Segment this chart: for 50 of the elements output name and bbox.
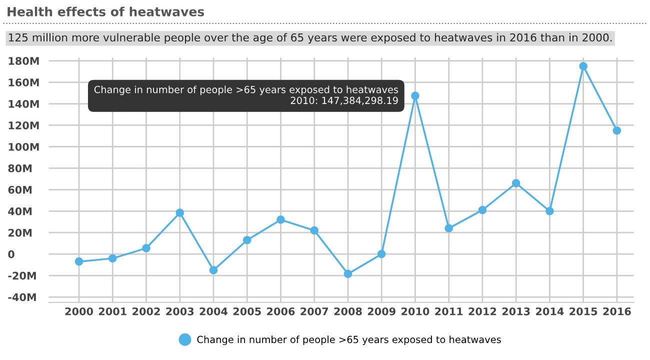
x-tick-label: 2003	[166, 307, 194, 316]
point	[546, 206, 554, 216]
point	[612, 126, 622, 135]
point	[209, 266, 218, 274]
x-tick-label: 2000	[65, 307, 94, 316]
point	[176, 208, 184, 217]
point	[478, 206, 487, 214]
x-tick-label: 2009	[368, 307, 396, 316]
y-tick-label: 80M	[8, 164, 32, 172]
point	[242, 236, 252, 244]
y-tick-label: 140M	[8, 100, 39, 108]
x-tick-label: 2011	[435, 307, 463, 316]
legend-label: Change in number of people >65 years exposed to heatwaves	[197, 336, 501, 346]
x-tick-label: 2005	[233, 307, 261, 316]
x-tick-label: 2004	[200, 307, 228, 316]
point	[377, 250, 386, 258]
y-tick-label: 20M	[8, 228, 32, 237]
point	[142, 244, 150, 252]
x-tick-label: 2016	[603, 307, 631, 316]
x-tick-label: 2015	[570, 307, 598, 316]
point	[512, 179, 520, 188]
point	[344, 270, 352, 278]
y-tick-label: 180M	[8, 57, 39, 65]
y-tick-label: 60M	[8, 186, 32, 194]
x-tick-label: 2001	[98, 307, 126, 316]
x-tick-label: 2010	[402, 307, 430, 316]
point	[74, 257, 84, 266]
x-tick-label: 2007	[300, 307, 328, 316]
y-tick-label: 0	[8, 250, 14, 258]
y-tick-label: -20M	[8, 272, 36, 280]
x-tick-label: 2012	[468, 307, 496, 316]
point	[411, 92, 420, 100]
point	[444, 224, 454, 232]
y-tick-label: 100M	[8, 142, 39, 151]
annotation: Change in number of people >65 years exposed to heatwaves 2010: 147,384,298.19	[94, 86, 398, 106]
y-tick-label: -40M	[8, 293, 36, 302]
x-tick-label: 2008	[334, 307, 362, 316]
x-tick-label: 2006	[267, 307, 295, 316]
y-tick-label: 40M	[8, 207, 32, 216]
chart-title: Health effects of heatwaves	[8, 6, 204, 16]
x-tick-label: 2013	[502, 307, 530, 316]
x-tick-label: 2014	[536, 307, 564, 316]
point	[276, 216, 285, 224]
point	[310, 226, 319, 235]
chart-subtitle: 125 million more vulnerable people over the age of 65 years were exposed to heatwaves in 2016 than in 2000.	[8, 33, 612, 44]
point	[579, 62, 588, 70]
point	[108, 254, 117, 263]
y-tick-label: 120M	[8, 121, 39, 130]
y-tick-label: 160M	[8, 78, 39, 86]
x-tick-label: 2002	[132, 307, 160, 316]
